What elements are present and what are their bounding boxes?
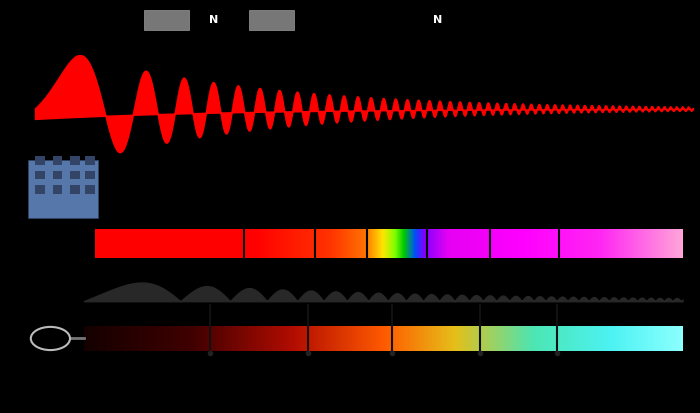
Text: N: N xyxy=(209,15,218,25)
FancyBboxPatch shape xyxy=(70,186,80,194)
FancyBboxPatch shape xyxy=(85,157,95,165)
FancyBboxPatch shape xyxy=(85,171,95,180)
FancyBboxPatch shape xyxy=(85,186,95,194)
FancyBboxPatch shape xyxy=(70,171,80,180)
FancyBboxPatch shape xyxy=(35,171,45,180)
FancyBboxPatch shape xyxy=(70,157,80,165)
FancyBboxPatch shape xyxy=(28,161,98,219)
FancyBboxPatch shape xyxy=(248,11,294,31)
FancyBboxPatch shape xyxy=(52,186,62,194)
Text: N: N xyxy=(433,15,442,25)
FancyBboxPatch shape xyxy=(35,157,45,165)
FancyBboxPatch shape xyxy=(52,157,62,165)
FancyBboxPatch shape xyxy=(144,11,189,31)
FancyBboxPatch shape xyxy=(35,186,45,194)
FancyBboxPatch shape xyxy=(52,171,62,180)
